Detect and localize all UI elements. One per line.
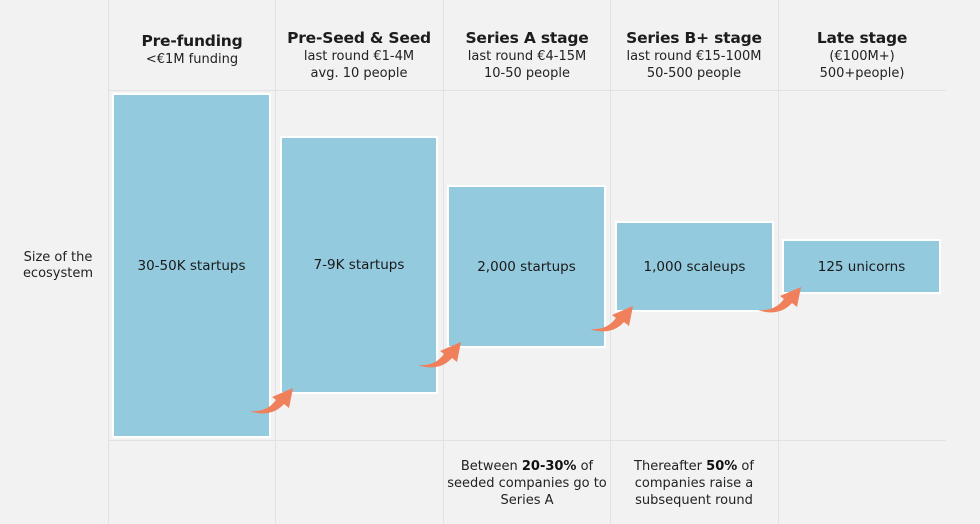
grid-line-horizontal xyxy=(108,440,946,441)
footnote-highlight: 20-30% xyxy=(521,459,577,474)
footnote-highlight: 50% xyxy=(706,459,738,474)
footnote-series-a-conversion: Between 20-30% of seeded companies go to… xyxy=(443,458,611,509)
grid-line-vertical xyxy=(108,0,109,524)
bar-series-b: 1,000 scaleups xyxy=(615,221,774,312)
row-label-line: Size of the xyxy=(23,250,93,265)
bar-label: 125 unicorns xyxy=(817,258,906,275)
column-subtitle: 500+people) xyxy=(819,66,905,81)
bar-label: 1,000 scaleups xyxy=(643,258,746,275)
bar-series-a: 2,000 startups xyxy=(447,185,606,348)
curved-arrow-icon xyxy=(758,287,801,313)
footnote-text: of companies raise a subsequent round xyxy=(634,459,754,508)
grid-line-horizontal xyxy=(108,90,946,91)
column-subtitle: 50-500 people xyxy=(646,66,742,81)
column-subtitle: last round €1-4M xyxy=(303,49,415,64)
bar-late-stage: 125 unicorns xyxy=(782,239,941,294)
bar-label: 30-50K startups xyxy=(137,257,246,274)
footnote-text: of seeded companies go to Series A xyxy=(447,459,607,508)
grid-line-vertical xyxy=(443,0,444,524)
column-subtitle: (€100M+) xyxy=(829,49,895,64)
column-title: Pre-Seed & Seed xyxy=(287,29,431,47)
column-header-series-b: Series B+ stage last round €15-100M 50-5… xyxy=(610,30,778,82)
column-title: Pre-funding xyxy=(141,32,243,50)
footnote-subsequent-round: Thereafter 50% of companies raise a subs… xyxy=(610,458,778,509)
curved-arrow-icon xyxy=(590,306,633,332)
column-header-series-a: Series A stage last round €4-15M 10-50 p… xyxy=(443,30,611,82)
column-title: Series A stage xyxy=(465,29,589,47)
curved-arrow-icon xyxy=(418,342,461,368)
column-subtitle: last round €4-15M xyxy=(467,49,587,64)
grid-line-vertical xyxy=(610,0,611,524)
bar-label: 2,000 startups xyxy=(477,258,576,275)
column-header-seed: Pre-Seed & Seed last round €1-4M avg. 10… xyxy=(275,30,443,82)
column-subtitle: last round €15-100M xyxy=(626,49,762,64)
bar-pre-funding: 30-50K startups xyxy=(112,93,271,438)
grid-line-vertical xyxy=(275,0,276,524)
column-subtitle: <€1M funding xyxy=(145,52,239,67)
column-header-late-stage: Late stage (€100M+) 500+people) xyxy=(778,30,946,82)
column-title: Late stage xyxy=(816,29,908,47)
column-subtitle: avg. 10 people xyxy=(310,66,408,81)
column-title: Series B+ stage xyxy=(626,29,762,47)
footnote-text: Between xyxy=(460,459,522,474)
column-header-pre-funding: Pre-funding <€1M funding xyxy=(108,33,276,68)
bar-seed: 7-9K startups xyxy=(280,136,438,394)
curved-arrow-icon xyxy=(250,388,293,414)
row-label-line: ecosystem xyxy=(22,266,94,281)
grid-line-vertical xyxy=(778,0,779,524)
footnote-text: Thereafter xyxy=(634,459,707,474)
bar-label: 7-9K startups xyxy=(313,257,405,273)
row-label-ecosystem-size: Size of the ecosystem xyxy=(14,250,102,282)
column-subtitle: 10-50 people xyxy=(484,66,570,81)
